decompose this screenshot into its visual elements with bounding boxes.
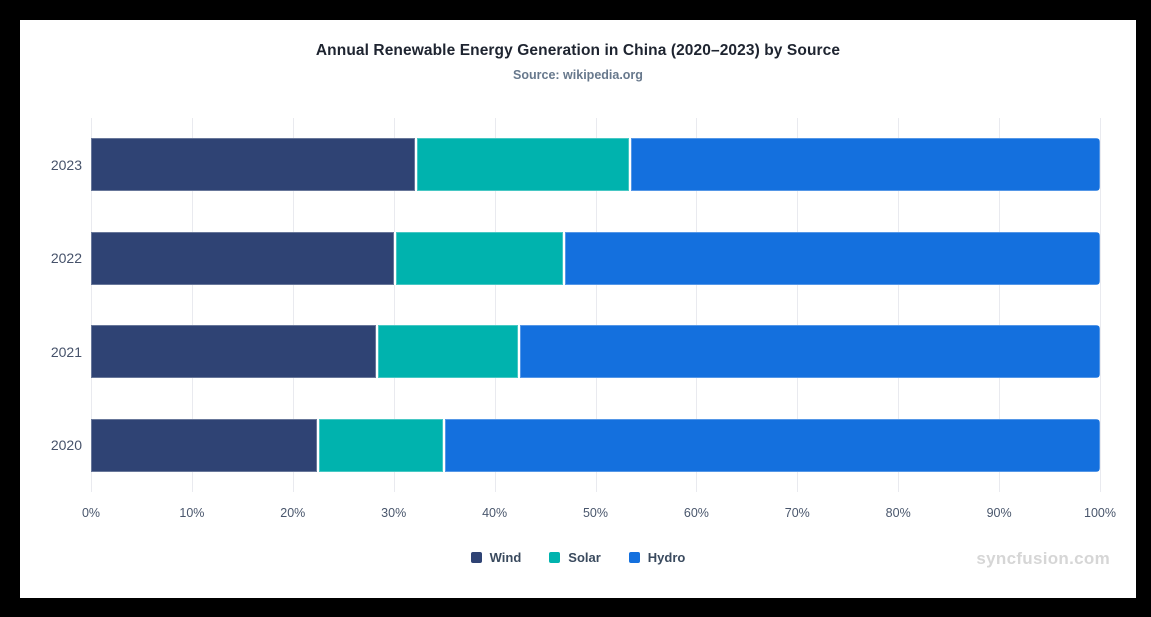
bar-segment-wind[interactable]: [91, 418, 318, 472]
bar-segment-solar[interactable]: [393, 231, 564, 285]
legend-item-hydro[interactable]: Hydro: [628, 550, 686, 565]
chart-title: Annual Renewable Energy Generation in Ch…: [315, 42, 841, 59]
legend-label: Wind: [489, 550, 522, 565]
legend-item-solar[interactable]: Solar: [549, 550, 601, 565]
gridline: [494, 118, 496, 492]
gridline: [999, 118, 1001, 492]
bar-segment-hydro[interactable]: [517, 325, 1100, 378]
watermark: syncfusion.com: [976, 549, 1110, 568]
x-axis-tick-label: 100%: [1084, 506, 1116, 520]
plot-area: [91, 118, 1101, 492]
gridline: [797, 118, 799, 492]
bar-segment-solar[interactable]: [414, 138, 629, 191]
gridline: [1100, 118, 1101, 492]
x-axis-tick-label: 70%: [784, 506, 810, 520]
legend-marker-icon: [549, 552, 561, 563]
y-axis-label: 2023: [50, 156, 82, 173]
bar-row: [91, 418, 1100, 472]
legend-marker-icon: [470, 552, 482, 563]
gridline: [393, 118, 395, 492]
y-axis: 2023 2022 2021 2020: [20, 118, 82, 492]
x-axis-tick-label: 10%: [179, 506, 205, 520]
bar-segment-wind[interactable]: [91, 325, 376, 378]
x-axis-tick-label: 0%: [81, 506, 101, 520]
chart-canvas: Annual Renewable Energy Generation in Ch…: [20, 20, 1136, 598]
x-axis-tick-label: 80%: [885, 506, 911, 520]
legend-label: Solar: [568, 550, 601, 565]
bar-segment-wind[interactable]: [91, 231, 394, 285]
bar-segment-solar[interactable]: [375, 325, 518, 378]
x-axis-tick-label: 20%: [280, 506, 306, 520]
gridline: [292, 118, 294, 492]
legend: Wind Solar Hydro: [20, 550, 1136, 565]
y-axis-label: 2022: [50, 250, 82, 267]
bar-segment-solar[interactable]: [317, 418, 444, 472]
x-axis: 0% 10% 20% 30% 40% 50% 60% 70% 80% 90% 100%: [82, 506, 1116, 526]
x-axis-tick-label: 90%: [986, 506, 1012, 520]
bar-segment-hydro[interactable]: [443, 418, 1100, 472]
bar-row: [91, 231, 1100, 285]
y-axis-label: 2021: [50, 343, 82, 360]
gridline: [91, 118, 92, 492]
x-axis-tick-label: 40%: [482, 506, 508, 520]
y-axis-label: 2020: [50, 437, 82, 454]
x-axis-tick-label: 30%: [381, 506, 407, 520]
bar-row: [91, 325, 1100, 378]
bar-row: [91, 138, 1100, 191]
x-axis-tick-label: 50%: [582, 506, 609, 520]
legend-marker-icon: [628, 552, 640, 563]
gridline: [191, 118, 193, 492]
gridline: [595, 118, 597, 492]
gridline: [696, 118, 698, 492]
chart-subtitle: Source: wikipedia.org: [513, 68, 643, 82]
bar-segment-hydro[interactable]: [563, 231, 1100, 285]
bar-segment-wind[interactable]: [91, 138, 415, 191]
x-axis-tick-label: 60%: [683, 506, 709, 520]
bar-segment-hydro[interactable]: [628, 138, 1100, 191]
legend-label: Hydro: [647, 550, 686, 565]
legend-item-wind[interactable]: Wind: [470, 550, 522, 565]
gridline: [898, 118, 900, 492]
